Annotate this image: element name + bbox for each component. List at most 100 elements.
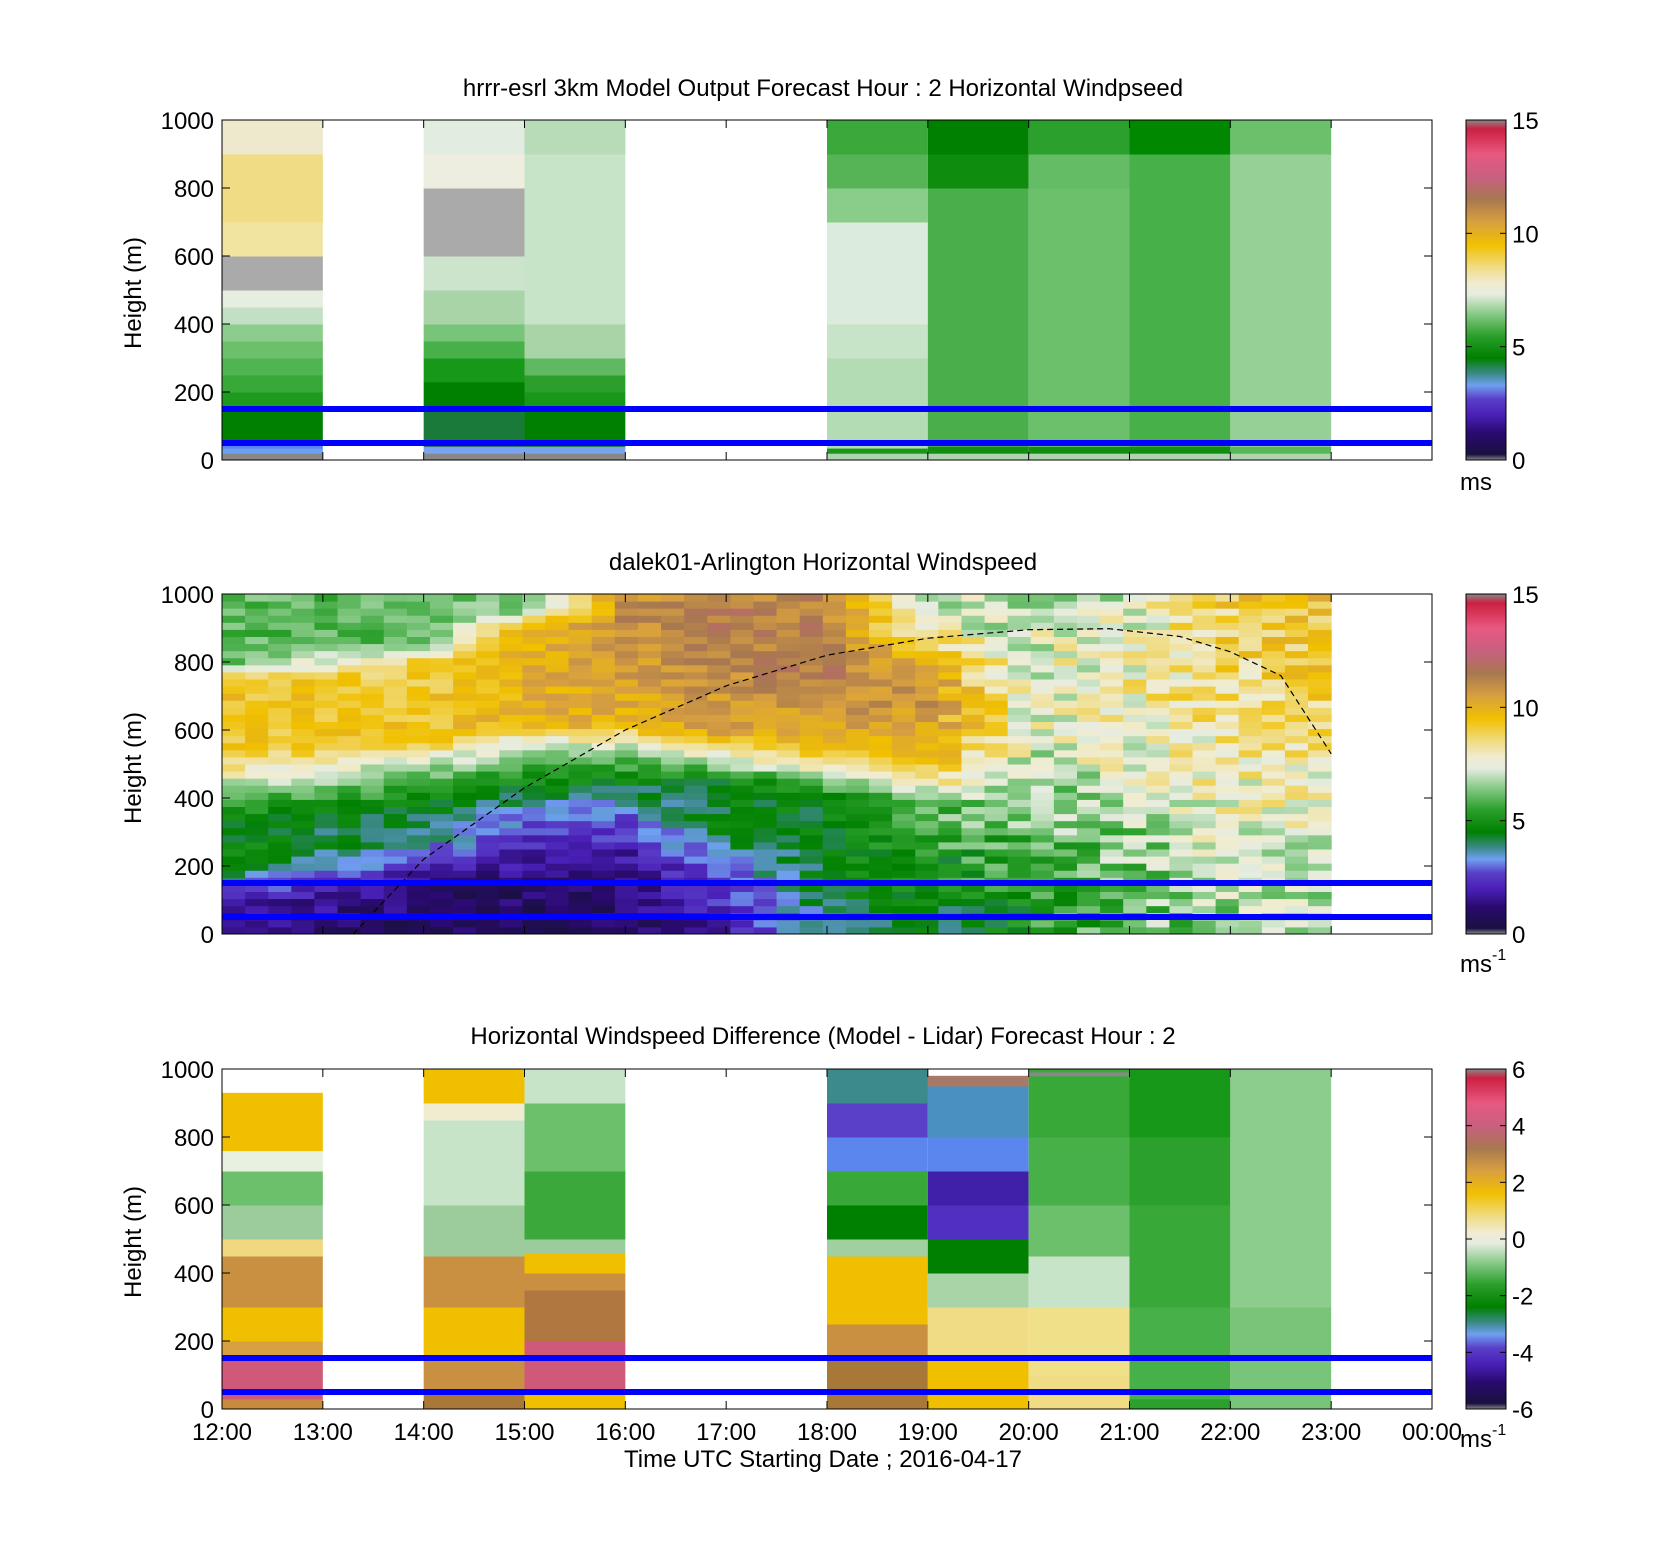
heat-cell xyxy=(245,891,269,900)
heat-cell xyxy=(869,898,893,907)
heat-cell xyxy=(1030,764,1055,772)
heat-cell xyxy=(1146,813,1170,822)
heat-cell xyxy=(827,120,928,155)
heat-cell xyxy=(429,608,454,616)
heat-cell xyxy=(453,749,477,758)
heat-cell xyxy=(730,756,754,765)
heat-cell xyxy=(1284,813,1309,822)
heat-cell xyxy=(1169,764,1194,772)
heat-cell xyxy=(522,615,547,623)
heat-cell xyxy=(961,629,986,637)
heat-cell xyxy=(291,594,315,602)
heat-cell xyxy=(1146,693,1170,701)
heat-cell xyxy=(1007,728,1032,737)
heat-cell xyxy=(476,721,500,730)
heat-cell xyxy=(453,834,477,843)
heat-cell xyxy=(614,778,639,786)
heat-cell xyxy=(661,650,685,659)
heat-cell xyxy=(730,742,754,751)
heat-cell xyxy=(499,806,523,815)
heat-cell xyxy=(1192,771,1217,779)
heat-cell xyxy=(268,643,292,652)
heat-cell xyxy=(684,749,708,758)
heat-cell xyxy=(938,749,962,758)
heat-cell xyxy=(869,594,893,602)
heat-cell xyxy=(915,686,939,694)
heat-cell xyxy=(591,764,616,772)
heat-cell xyxy=(314,664,339,673)
y-axis-label: Height (m) xyxy=(120,712,147,824)
heat-cell xyxy=(637,742,662,751)
heat-cell xyxy=(1146,622,1170,630)
heat-cell xyxy=(822,615,847,623)
heat-cell xyxy=(753,742,778,751)
heat-cell xyxy=(869,792,893,800)
heat-cell xyxy=(614,849,639,857)
lidar-panel: dalek01-Arlington Horizontal Windspeed H… xyxy=(120,549,1539,978)
heat-cell xyxy=(892,905,916,914)
heat-cell xyxy=(545,856,570,864)
x-tick-label: 23:00 xyxy=(1301,1419,1361,1446)
heat-cell xyxy=(637,792,662,800)
heat-cell xyxy=(1215,898,1240,907)
heat-cell xyxy=(938,813,962,822)
heat-cell xyxy=(268,756,292,765)
heat-cell xyxy=(1308,806,1332,815)
heat-cell xyxy=(892,884,916,892)
heat-cell xyxy=(614,657,639,666)
heat-cell xyxy=(1146,700,1170,708)
heat-cell xyxy=(1215,601,1240,609)
heat-cell xyxy=(383,686,408,694)
heat-cell xyxy=(1030,799,1055,807)
colorbar-tick-label: 15 xyxy=(1512,108,1539,135)
heat-cell xyxy=(1123,721,1147,730)
heat-cell xyxy=(499,771,523,779)
heat-cell xyxy=(499,615,523,623)
heat-cell xyxy=(453,785,477,793)
difference-panel: Horizontal Windspeed Difference (Model -… xyxy=(120,1023,1533,1473)
heat-cell xyxy=(429,601,454,609)
heat-cell xyxy=(314,778,339,786)
heat-cell xyxy=(961,728,986,737)
heat-cell xyxy=(707,594,731,602)
heat-cell xyxy=(1053,594,1078,602)
heat-cell xyxy=(1007,657,1032,666)
heat-cell xyxy=(799,686,824,694)
heat-cell xyxy=(1284,615,1309,623)
heat-cell xyxy=(222,771,246,779)
heat-cell xyxy=(1028,1256,1130,1308)
heat-cell xyxy=(222,841,246,850)
heat-cell xyxy=(1284,806,1309,815)
heat-cell xyxy=(661,657,685,666)
heat-cell xyxy=(1123,863,1147,871)
heat-cell xyxy=(661,799,685,807)
heat-cell xyxy=(614,820,639,829)
heat-cell xyxy=(730,650,754,659)
heat-cell xyxy=(707,926,731,935)
heat-cell xyxy=(661,856,685,864)
heat-cell xyxy=(499,636,523,645)
heat-cell xyxy=(661,898,685,907)
heat-cell xyxy=(337,884,362,892)
heat-cell xyxy=(661,643,685,652)
heat-cell xyxy=(1076,778,1101,786)
heat-cell xyxy=(499,601,523,609)
heat-cell xyxy=(314,700,339,708)
heat-cell xyxy=(314,799,339,807)
heat-cell xyxy=(1053,926,1078,935)
heat-cell xyxy=(707,735,731,744)
heat-cell xyxy=(337,615,362,623)
heat-cell xyxy=(869,714,893,722)
heat-cell xyxy=(753,884,778,892)
heat-cell xyxy=(1261,849,1286,857)
heat-cell xyxy=(614,643,639,652)
heat-cell xyxy=(730,657,754,666)
heat-cell xyxy=(707,679,731,687)
heat-cell xyxy=(337,622,362,630)
heat-cell xyxy=(776,884,801,892)
heat-cell xyxy=(1146,601,1170,609)
heat-cell xyxy=(524,409,626,441)
heat-cell xyxy=(892,615,916,623)
heat-cell xyxy=(684,714,708,722)
heat-cell xyxy=(637,756,662,765)
